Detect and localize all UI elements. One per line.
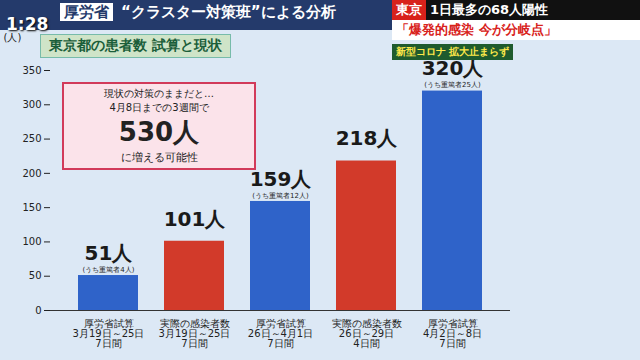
svg-text:厚労省試算26日～4月1日7日間: 厚労省試算26日～4月1日7日間 <box>248 318 313 349</box>
svg-text:320人: 320人 <box>422 56 485 80</box>
svg-text:(うち重篤者12人): (うち重篤者12人) <box>252 192 309 200</box>
svg-text:300: 300 <box>22 99 41 110</box>
svg-text:実際の感染者数3月19日～25日7日間: 実際の感染者数3月19日～25日7日間 <box>159 318 231 349</box>
svg-text:150: 150 <box>22 202 41 213</box>
svg-text:101人: 101人 <box>164 207 227 231</box>
html-text:厚労省: 厚労省 <box>64 3 109 21</box>
svg-text:0: 0 <box>35 305 41 316</box>
svg-text:(うち重篤者4人): (うち重篤者4人) <box>83 266 135 274</box>
html-text:1:28: 1:28 <box>6 14 49 34</box>
svg-text:51人: 51人 <box>85 241 134 265</box>
svg-text:実際の感染者数26日～29日4日間: 実際の感染者数26日～29日4日間 <box>332 318 402 349</box>
html-text:に増える可能性: に増える可能性 <box>120 151 198 164</box>
html-text:東京都の患者数 試算と現状: 東京都の患者数 試算と現状 <box>49 37 222 53</box>
svg-text:100: 100 <box>22 236 41 247</box>
svg-text:250: 250 <box>22 133 41 144</box>
html-text:“クラスター対策班”による分析: “クラスター対策班”による分析 <box>121 3 336 21</box>
html-text:新型コロナ 拡大止まらず: 新型コロナ 拡大止まらず <box>396 46 510 57</box>
svg-text:厚労省試算4月2日～8日7日間: 厚労省試算4月2日～8日7日間 <box>423 318 482 349</box>
svg-text:159人: 159人 <box>250 167 313 191</box>
svg-text:350: 350 <box>22 65 41 76</box>
svg-text:(うち重篤者25人): (うち重篤者25人) <box>424 81 481 89</box>
svg-text:(人): (人) <box>4 32 22 43</box>
svg-text:50: 50 <box>29 270 42 281</box>
html-text:東京: 東京 <box>396 2 422 17</box>
svg-text:218人: 218人 <box>336 126 399 150</box>
html-text:530人: 530人 <box>118 117 200 147</box>
svg-text:厚労省試算3月19日～25日7日間: 厚労省試算3月19日～25日7日間 <box>73 318 145 349</box>
html-text:現状の対策のままだと… 4月8日までの3週間で: 現状の対策のままだと… 4月8日までの3週間で <box>104 88 214 113</box>
html-text:1日最多の68人陽性: 1日最多の68人陽性 <box>430 2 549 17</box>
svg-text:200: 200 <box>22 168 41 179</box>
html-text:「爆発的感染 今が分岐点」: 「爆発的感染 今が分岐点」 <box>396 22 557 37</box>
